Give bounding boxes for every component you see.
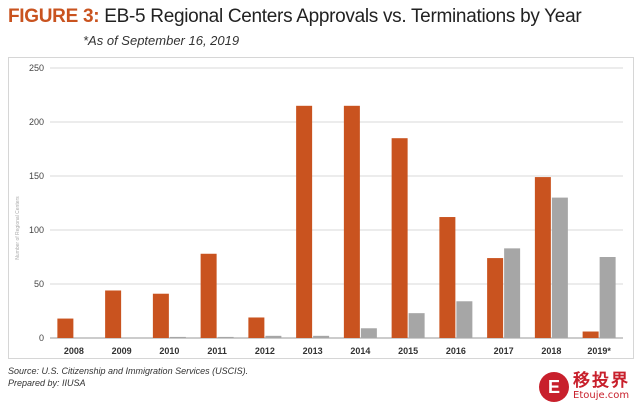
y-tick-label: 200 [29,117,44,127]
x-tick-label: 2016 [446,346,466,356]
bar-series1 [391,138,408,338]
bar-series2 [169,336,186,338]
gridlines [50,67,623,339]
y-axis-ticks: 0 50 100 150 200 250 [29,63,44,343]
bar-series1 [296,105,313,338]
x-tick-label: 2012 [255,346,275,356]
watermark-chinese: 移投界 [573,371,630,391]
source-note: Source: U.S. Citizenship and Immigration… [8,365,248,389]
figure-label: FIGURE 3: [8,6,100,27]
chart-title: FIGURE 3: EB-5 Regional Centers Approval… [8,6,582,28]
y-tick-label: 100 [29,225,44,235]
x-tick-label: 2014 [350,346,370,356]
watermark: E 移投界 Etouje.com [539,372,630,402]
bar-series2 [456,301,473,338]
bars [57,105,616,338]
watermark-text: 移投界 Etouje.com [573,372,630,402]
chart-title-text: EB-5 Regional Centers Approvals vs. Term… [104,6,582,27]
x-tick-label: 2009 [112,346,132,356]
y-tick-label: 50 [34,279,44,289]
bar-series2 [551,197,568,338]
bar-series2 [313,335,330,338]
etouje-logo-icon: E [539,372,569,402]
x-tick-label: 2011 [207,346,227,356]
bar-series1 [105,290,122,338]
chart-panel: 0 50 100 150 200 250 2008 2009 2010 2011 2012 2013… [8,57,634,359]
bar-series1 [152,293,169,338]
bar-series2 [360,328,377,338]
bar-series2 [599,257,616,338]
y-tick-label: 250 [29,63,44,73]
bar-series1 [200,253,217,338]
watermark-english: Etouje.com [573,390,630,401]
bar-series1 [534,177,551,338]
bar-series1 [439,217,456,338]
bar-series1 [487,258,504,338]
x-tick-label: 2010 [159,346,179,356]
x-tick-label: 2015 [398,346,418,356]
bar-series1 [57,318,74,338]
bar-series2 [408,313,425,338]
bar-series1 [582,331,599,338]
x-tick-label: 2017 [494,346,514,356]
x-tick-label: 2018 [541,346,561,356]
bar-series2 [217,336,234,338]
bar-series1 [343,105,360,338]
y-tick-label: 0 [39,333,44,343]
x-tick-label: 2008 [64,346,84,356]
y-tick-label: 150 [29,171,44,181]
x-axis-ticks: 2008 2009 2010 2011 2012 2013 2014 2015 2016 2017… [64,346,612,356]
bar-series2 [504,248,521,338]
prepared-by-text: Prepared by: IIUSA [8,378,86,388]
bar-chart: 0 50 100 150 200 250 2008 2009 2010 2011 2012 2013… [15,63,623,356]
y-axis-label: Number of Regional Centers [15,196,21,260]
bar-series1 [248,317,265,338]
x-tick-label: 2019* [587,346,611,356]
bar-series2 [265,335,282,338]
x-tick-label: 2013 [303,346,323,356]
chart-subtitle: *As of September 16, 2019 [83,33,240,48]
source-text: Source: U.S. Citizenship and Immigration… [8,366,249,376]
